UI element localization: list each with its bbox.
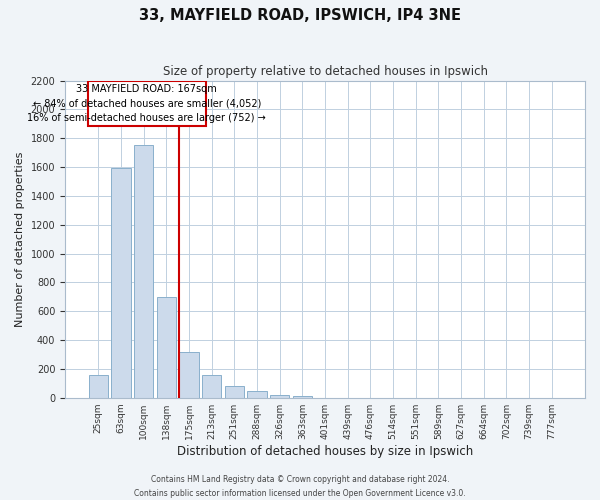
Bar <box>157 297 176 398</box>
Bar <box>270 395 289 398</box>
Bar <box>202 376 221 398</box>
Bar <box>247 391 266 398</box>
Bar <box>224 386 244 398</box>
Bar <box>112 168 131 398</box>
Bar <box>179 352 199 398</box>
Y-axis label: Number of detached properties: Number of detached properties <box>15 152 25 327</box>
Text: 33, MAYFIELD ROAD, IPSWICH, IP4 3NE: 33, MAYFIELD ROAD, IPSWICH, IP4 3NE <box>139 8 461 22</box>
Bar <box>89 374 108 398</box>
FancyBboxPatch shape <box>88 82 206 126</box>
Bar <box>134 146 153 398</box>
Title: Size of property relative to detached houses in Ipswich: Size of property relative to detached ho… <box>163 65 488 78</box>
X-axis label: Distribution of detached houses by size in Ipswich: Distribution of detached houses by size … <box>177 444 473 458</box>
Text: Contains HM Land Registry data © Crown copyright and database right 2024.
Contai: Contains HM Land Registry data © Crown c… <box>134 476 466 498</box>
Text: 33 MAYFIELD ROAD: 167sqm
← 84% of detached houses are smaller (4,052)
16% of sem: 33 MAYFIELD ROAD: 167sqm ← 84% of detach… <box>28 84 266 124</box>
Bar <box>293 396 312 398</box>
